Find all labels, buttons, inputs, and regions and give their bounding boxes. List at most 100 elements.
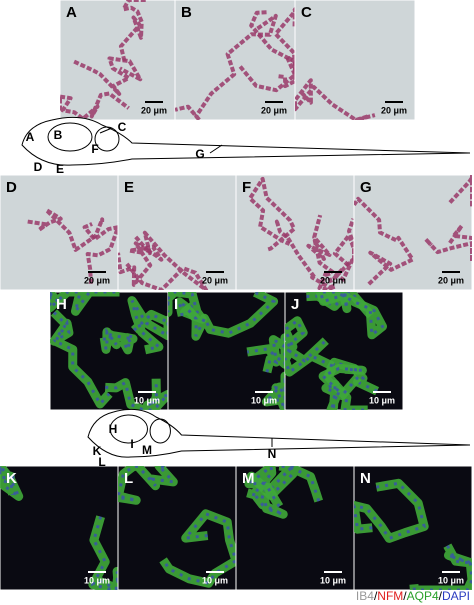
vessels: [244, 466, 323, 519]
scale-text: 10 μm: [320, 575, 346, 585]
panel-label: I: [174, 296, 178, 313]
legend-entry: DAPI: [442, 589, 470, 603]
diagram-label: D: [34, 160, 43, 174]
vessel: [354, 196, 415, 286]
micrograph: [294, 0, 416, 121]
diagram-label: F: [91, 142, 98, 156]
panel-label: J: [291, 296, 299, 313]
legend-entry: AQP4: [407, 589, 439, 603]
diagram-label: B: [54, 128, 63, 142]
diagram-label: E: [56, 162, 64, 176]
panel-label: M: [242, 470, 255, 487]
vessels: [295, 78, 376, 120]
diagram-label: M: [142, 443, 152, 457]
vessel: [423, 223, 472, 264]
scale-text: 10 μm: [438, 575, 464, 585]
legend: IB4/NFM/AQP4/DAPI: [356, 589, 470, 603]
vessel: [285, 316, 335, 377]
vessel-core: [0, 466, 21, 498]
legend-entry: IB4: [356, 589, 374, 603]
vessel: [354, 478, 429, 543]
vessel: [73, 56, 143, 96]
vessel: [274, 219, 336, 290]
panel-label: N: [360, 470, 371, 487]
legend-entry: /: [374, 589, 378, 603]
vessel-core: [320, 366, 363, 410]
vessels: [118, 466, 236, 588]
vessel: [237, 54, 295, 93]
panel-label: E: [124, 179, 134, 196]
vessels: [285, 292, 387, 410]
vessel: [448, 175, 472, 210]
panel-label: G: [360, 179, 372, 196]
micrograph: [353, 174, 473, 291]
legend-entry: NFM: [377, 589, 403, 603]
scale-text: 10 μm: [251, 395, 277, 405]
vessels: [354, 478, 472, 590]
vessel: [60, 91, 130, 120]
scale-text: 10 μm: [134, 395, 160, 405]
vessels: [60, 0, 148, 120]
scale-text: 20 μm: [202, 275, 228, 285]
vessel: [118, 0, 148, 62]
panel-label: H: [56, 296, 67, 313]
scale-text: 20 μm: [438, 275, 464, 285]
vessel: [118, 241, 164, 287]
vessel-core: [177, 292, 277, 337]
vessel-core: [326, 360, 378, 410]
vessel: [315, 292, 387, 340]
diagram-label: N: [268, 447, 277, 461]
vessels: [0, 466, 118, 590]
vessel: [175, 13, 278, 120]
vessel-core: [246, 336, 285, 373]
panel-label: L: [124, 470, 133, 487]
scale-text: 20 μm: [141, 105, 167, 115]
cerebellum: [94, 126, 120, 152]
vessel-core: [118, 466, 178, 502]
vessel: [159, 509, 236, 588]
cerebellum: [149, 418, 171, 444]
micrograph: [235, 174, 355, 291]
vessels: [50, 292, 168, 410]
diagram-label: H: [109, 422, 118, 436]
panel-label: A: [66, 4, 77, 21]
vessel: [82, 222, 118, 284]
vessel: [249, 7, 295, 75]
scale-text: 20 μm: [381, 105, 407, 115]
vessel-core: [102, 327, 138, 355]
scale-text: 20 μm: [320, 275, 346, 285]
micrograph: [174, 0, 296, 121]
vessel: [125, 230, 209, 290]
vessel: [306, 214, 354, 282]
legend-entry: /: [439, 589, 443, 603]
vessels: [27, 208, 118, 284]
vessels: [248, 176, 354, 290]
diagram-label: L: [98, 455, 105, 469]
vessel: [88, 515, 118, 590]
diagram-label: A: [26, 130, 35, 144]
legend-entry: /: [403, 589, 407, 603]
diagram-label: I: [130, 437, 133, 451]
diagram-label: K: [93, 444, 102, 458]
vessel-core: [52, 311, 111, 407]
vessel-core: [244, 466, 284, 516]
vessel: [104, 378, 168, 410]
panel-label: C: [301, 4, 312, 21]
panel-label: F: [242, 179, 251, 196]
cerebrum: [109, 414, 149, 444]
vessel-core: [130, 299, 168, 352]
brain-outline: [87, 408, 471, 458]
vessel: [295, 78, 376, 120]
vessels: [175, 7, 295, 120]
panel-label: K: [6, 470, 17, 487]
vessel-core: [50, 292, 120, 313]
arrow: [99, 127, 113, 134]
vessels: [168, 292, 285, 410]
scale-text: 10 μm: [369, 395, 395, 405]
scale-text: 10 μm: [202, 575, 228, 585]
vessel: [27, 208, 105, 252]
diagram-label: G: [195, 147, 204, 161]
scale-text: 20 μm: [261, 105, 287, 115]
diagram-label: C: [118, 120, 127, 134]
scale-text: 10 μm: [84, 575, 110, 585]
